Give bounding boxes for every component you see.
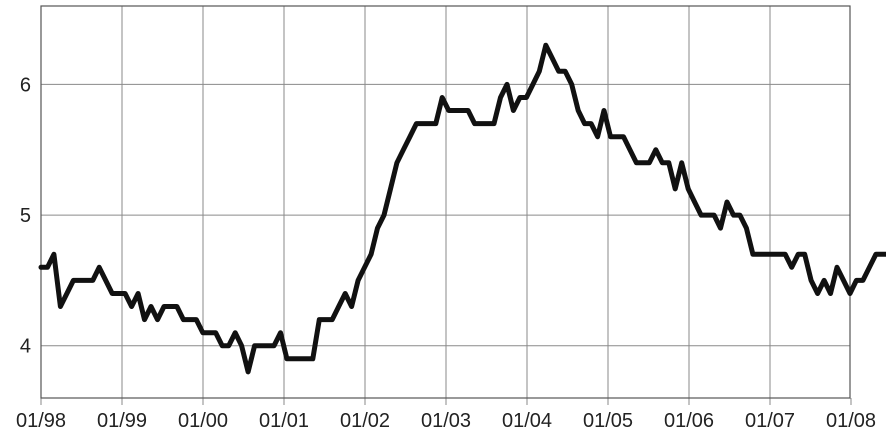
x-tick-label: 01/02 [340, 410, 390, 432]
y-axis-tick-labels: 4 5 6 [20, 74, 31, 357]
y-tick-label: 6 [20, 74, 31, 96]
vertical-gridlines [40, 6, 852, 405]
x-tick-label: 01/98 [16, 410, 66, 432]
x-tick-label: 01/07 [745, 410, 795, 432]
x-tick-label: 01/04 [502, 410, 552, 432]
series-line [38, 42, 886, 375]
x-tick-label: 01/08 [826, 410, 876, 432]
series-layer [38, 42, 886, 375]
x-tick-label: 01/05 [583, 410, 633, 432]
x-tick-label: 01/01 [259, 410, 309, 432]
x-tick-label: 01/03 [421, 410, 471, 432]
y-tick-label: 4 [20, 336, 31, 358]
x-tick-label: 01/06 [664, 410, 714, 432]
x-axis-tick-labels: 01/98 01/99 01/00 01/01 01/02 01/03 01/04 01/05… [16, 410, 876, 432]
plot-frame [40, 5, 851, 399]
y-tick-label: 5 [20, 205, 31, 227]
x-tick-label: 01/00 [178, 410, 228, 432]
x-tick-label: 01/99 [97, 410, 147, 432]
